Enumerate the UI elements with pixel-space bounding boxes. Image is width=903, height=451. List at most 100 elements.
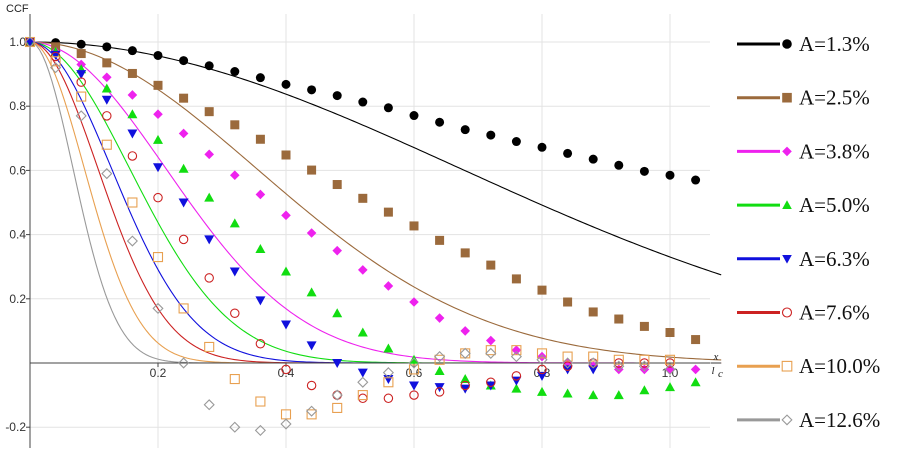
data-point-6 xyxy=(178,303,189,314)
legend-marker xyxy=(782,146,792,157)
data-point-1 xyxy=(511,274,521,284)
data-point-2 xyxy=(409,297,419,307)
data-point-1 xyxy=(435,235,445,245)
y-tick-label: -0.2 xyxy=(5,420,26,434)
data-point-0 xyxy=(639,166,649,176)
data-point-7 xyxy=(562,357,574,369)
data-point-4 xyxy=(332,359,343,368)
data-point-7 xyxy=(664,363,676,375)
data-point-4 xyxy=(255,296,266,306)
data-point-5 xyxy=(460,380,470,391)
legend: A=1.3% A=2.5% A=3.8% A=5.0% A=6.3% A=7.6% A=10… xyxy=(737,32,880,432)
data-point-1 xyxy=(102,58,112,68)
data-point-6 xyxy=(306,409,317,420)
data-point-7 xyxy=(203,399,215,411)
data-point-6 xyxy=(588,351,599,362)
data-point-2 xyxy=(383,281,394,291)
data-point-3 xyxy=(332,308,343,318)
data-point-0 xyxy=(563,148,573,158)
data-point-6 xyxy=(613,354,624,365)
data-point-2 xyxy=(537,351,547,362)
data-point-7 xyxy=(126,235,138,247)
y-tick-label: 0.2 xyxy=(9,292,26,306)
data-point-5 xyxy=(76,77,86,87)
legend-marker xyxy=(782,200,792,209)
data-point-3 xyxy=(460,374,471,384)
data-point-0 xyxy=(665,170,675,180)
data-point-7 xyxy=(178,357,190,369)
y-tick-label: 1.0 xyxy=(9,35,26,49)
data-point-5 xyxy=(102,111,112,121)
data-point-4 xyxy=(76,70,87,80)
legend-entry-4: A=6.3% xyxy=(737,247,870,271)
data-point-3 xyxy=(383,343,394,353)
data-point-2 xyxy=(434,313,445,323)
data-point-3 xyxy=(511,383,522,393)
data-point-0 xyxy=(358,97,368,107)
data-point-0 xyxy=(332,91,342,101)
data-point-6 xyxy=(511,345,522,356)
legend-label: A=7.6% xyxy=(799,301,870,325)
fit-curve-0 xyxy=(29,41,722,276)
data-point-1 xyxy=(307,165,317,175)
data-point-3 xyxy=(562,388,573,398)
legend-marker xyxy=(782,39,792,49)
data-point-6 xyxy=(536,348,548,359)
data-point-5 xyxy=(383,393,394,404)
data-point-0 xyxy=(614,160,624,170)
data-point-2 xyxy=(281,210,291,221)
data-point-4 xyxy=(101,95,112,105)
data-point-3 xyxy=(690,377,701,387)
y-tick-label: 0.6 xyxy=(9,163,26,177)
data-point-0 xyxy=(179,56,189,66)
data-point-7 xyxy=(254,424,266,436)
data-point-2 xyxy=(332,245,342,256)
x-tick-label: 0.4 xyxy=(278,366,295,380)
data-point-3 xyxy=(229,218,240,228)
legend-marker xyxy=(781,414,793,426)
data-point-4 xyxy=(306,341,317,351)
data-point-3 xyxy=(101,83,112,93)
data-point-6 xyxy=(639,354,650,365)
data-point-2 xyxy=(230,170,240,181)
data-point-7 xyxy=(50,62,62,74)
data-point-3 xyxy=(409,354,419,364)
data-point-4 xyxy=(409,381,419,391)
data-point-7 xyxy=(536,354,548,366)
data-point-3 xyxy=(588,390,599,400)
data-point-5 xyxy=(511,371,522,381)
y-tick-label: 0.4 xyxy=(9,228,26,242)
data-point-7 xyxy=(510,351,522,363)
legend-marker xyxy=(781,307,793,318)
data-point-6 xyxy=(434,354,445,365)
data-point-6 xyxy=(101,139,112,150)
data-point-4 xyxy=(588,365,599,375)
data-point-3 xyxy=(255,244,266,254)
data-point-1 xyxy=(127,68,137,78)
legend-label: A=5.0% xyxy=(799,193,870,217)
data-point-6 xyxy=(332,402,343,413)
data-point-7 xyxy=(152,302,164,315)
data-point-7 xyxy=(587,357,599,369)
data-point-6 xyxy=(357,390,368,401)
data-point-7 xyxy=(613,360,625,372)
data-point-0 xyxy=(409,111,419,121)
data-point-6 xyxy=(76,91,87,102)
data-point-0 xyxy=(486,130,496,140)
data-point-3 xyxy=(281,266,291,276)
data-point-5 xyxy=(358,393,368,404)
legend-label: A=12.6% xyxy=(799,408,880,432)
data-point-0 xyxy=(281,79,291,89)
legend-entry-5: A=7.6% xyxy=(737,301,870,325)
data-point-1 xyxy=(76,49,86,59)
data-point-4 xyxy=(127,129,138,139)
data-point-5 xyxy=(281,364,291,375)
legend-entry-0: A=1.3% xyxy=(737,32,870,56)
data-point-6 xyxy=(460,348,471,359)
data-point-3 xyxy=(613,390,624,400)
data-point-3 xyxy=(204,192,215,202)
data-point-5 xyxy=(332,390,342,400)
data-point-5 xyxy=(434,387,445,397)
data-point-0 xyxy=(588,154,598,164)
data-point-6 xyxy=(255,396,266,407)
